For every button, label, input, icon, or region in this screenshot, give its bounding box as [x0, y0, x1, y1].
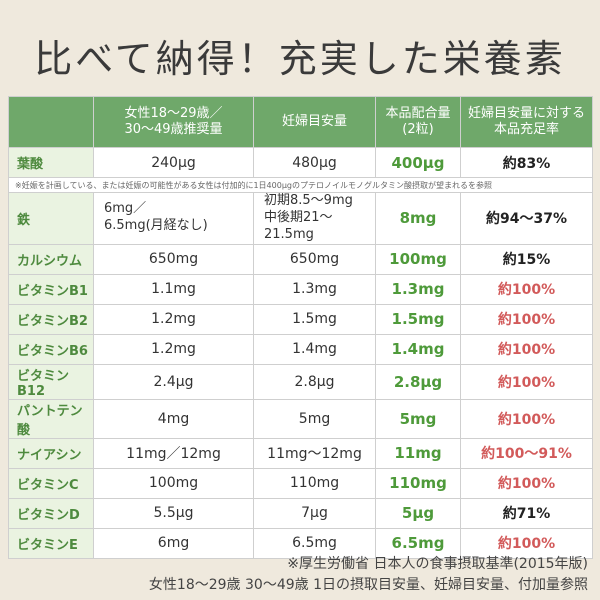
rate-cell: 約100%	[460, 303, 593, 335]
rate-cell: 約100～91%	[460, 437, 593, 469]
product-amount-cell: 400μg	[375, 147, 461, 178]
rate-cell: 約71%	[460, 497, 593, 529]
pregnant-amount-cell: 6.5mg	[253, 527, 376, 559]
table-row: ビタミンB1 1.1mg 1.3mg 1.3mg 約100%	[8, 273, 593, 305]
header-cell-product: 本品配合量 (2粒)	[375, 96, 461, 148]
pregnant-amount-cell: 5mg	[253, 398, 376, 439]
pregnant-amount-cell: 1.3mg	[253, 273, 376, 305]
recommended-cell: 2.4μg	[93, 363, 254, 400]
note-row: ※妊娠を計画している、または妊娠の可能性がある女性は付加的に1日400μgのプテ…	[8, 177, 593, 193]
recommended-cell: 240μg	[93, 147, 254, 178]
footnote-reference: 女性18～29歳 30～49歳 1日の摂取目安量、妊婦目安量、付加量参照	[148, 577, 588, 593]
header-cell-nutrient	[8, 96, 94, 148]
pregnant-amount-cell: 初期8.5～9mg 中後期21～21.5mg	[253, 192, 376, 245]
product-amount-cell: 1.5mg	[375, 303, 461, 335]
product-amount-cell: 2.8μg	[375, 363, 461, 400]
recommended-cell: 650mg	[93, 243, 254, 275]
nutrient-name-cell: ビタミンE	[8, 527, 94, 559]
pregnant-amount-cell: 110mg	[253, 467, 376, 499]
nutrient-name-cell: 葉酸	[8, 147, 94, 178]
nutrient-name-cell: ビタミンC	[8, 467, 94, 499]
recommended-cell: 6mg	[93, 527, 254, 559]
rate-cell: 約100%	[460, 273, 593, 305]
product-amount-cell: 1.3mg	[375, 273, 461, 305]
header-cell-pregnant: 妊婦目安量	[253, 96, 376, 148]
nutrient-name-cell: ナイアシン	[8, 437, 94, 469]
rate-cell: 約100%	[460, 527, 593, 559]
table-row: カルシウム 650mg 650mg 100mg 約15%	[8, 243, 593, 275]
table-row: ビタミンB12 2.4μg 2.8μg 2.8μg 約100%	[8, 363, 593, 400]
rate-cell: 約100%	[460, 333, 593, 365]
product-amount-cell: 8mg	[375, 192, 461, 245]
nutrient-name-cell: カルシウム	[8, 243, 94, 275]
table-row: ビタミンB6 1.2mg 1.4mg 1.4mg 約100%	[8, 333, 593, 365]
pregnant-amount-cell: 650mg	[253, 243, 376, 275]
nutrient-name-cell: ビタミンB12	[8, 363, 94, 400]
pregnant-amount-cell: 7μg	[253, 497, 376, 529]
pregnant-amount-cell: 480μg	[253, 147, 376, 178]
nutrient-name-cell: ビタミンB1	[8, 273, 94, 305]
rate-cell: 約83%	[460, 147, 593, 178]
table-row: パントテン酸 4mg 5mg 5mg 約100%	[8, 398, 593, 439]
table-row: 葉酸 240μg 480μg 400μg 約83%	[8, 147, 593, 178]
recommended-cell: 4mg	[93, 398, 254, 439]
header-cell-rate: 妊婦目安量に対する 本品充足率	[460, 96, 593, 148]
table-row: ビタミンE 6mg 6.5mg 6.5mg 約100%	[8, 527, 593, 559]
product-amount-cell: 5μg	[375, 497, 461, 529]
pregnant-amount-cell: 2.8μg	[253, 363, 376, 400]
rate-cell: 約94～37%	[460, 192, 593, 245]
rate-cell: 約100%	[460, 398, 593, 439]
recommended-cell: 100mg	[93, 467, 254, 499]
footnote-source: ※厚生労働省 日本人の食事摂取基準(2015年版)	[287, 556, 588, 572]
recommended-cell: 1.2mg	[93, 303, 254, 335]
pregnant-amount-cell: 11mg～12mg	[253, 437, 376, 469]
rate-cell: 約100%	[460, 467, 593, 499]
rate-cell: 約15%	[460, 243, 593, 275]
product-amount-cell: 110mg	[375, 467, 461, 499]
table-row: ビタミンC 100mg 110mg 110mg 約100%	[8, 467, 593, 499]
nutrient-table: 女性18～29歳／ 30～49歳推奨量 妊婦目安量 本品配合量 (2粒) 妊婦目…	[8, 96, 593, 559]
pregnant-amount-cell: 1.4mg	[253, 333, 376, 365]
product-amount-cell: 100mg	[375, 243, 461, 275]
product-amount-cell: 1.4mg	[375, 333, 461, 365]
table-row: 鉄 6mg／ 6.5mg(月経なし) 初期8.5～9mg 中後期21～21.5mg 8…	[8, 192, 593, 245]
recommended-cell: 1.2mg	[93, 333, 254, 365]
folic-acid-note: ※妊娠を計画している、または妊娠の可能性がある女性は付加的に1日400μgのプテ…	[8, 177, 593, 193]
recommended-cell: 1.1mg	[93, 273, 254, 305]
nutrient-name-cell: ビタミンD	[8, 497, 94, 529]
table-row: ナイアシン 11mg／12mg 11mg～12mg 11mg 約100～91%	[8, 437, 593, 469]
product-amount-cell: 5mg	[375, 398, 461, 439]
pregnant-amount-cell: 1.5mg	[253, 303, 376, 335]
nutrient-name-cell: 鉄	[8, 192, 94, 245]
header-row: 女性18～29歳／ 30～49歳推奨量 妊婦目安量 本品配合量 (2粒) 妊婦目…	[8, 96, 593, 148]
rate-cell: 約100%	[460, 363, 593, 400]
recommended-cell: 5.5μg	[93, 497, 254, 529]
header-cell-recommended: 女性18～29歳／ 30～49歳推奨量	[93, 96, 254, 148]
nutrient-name-cell: ビタミンB6	[8, 333, 94, 365]
table-row: ビタミンD 5.5μg 7μg 5μg 約71%	[8, 497, 593, 529]
product-amount-cell: 11mg	[375, 437, 461, 469]
nutrient-name-cell: パントテン酸	[8, 398, 94, 439]
page-title: 比べて納得！充実した栄養素	[34, 37, 566, 81]
recommended-cell: 6mg／ 6.5mg(月経なし)	[93, 192, 254, 245]
table-row: ビタミンB2 1.2mg 1.5mg 1.5mg 約100%	[8, 303, 593, 335]
recommended-cell: 11mg／12mg	[93, 437, 254, 469]
nutrient-name-cell: ビタミンB2	[8, 303, 94, 335]
